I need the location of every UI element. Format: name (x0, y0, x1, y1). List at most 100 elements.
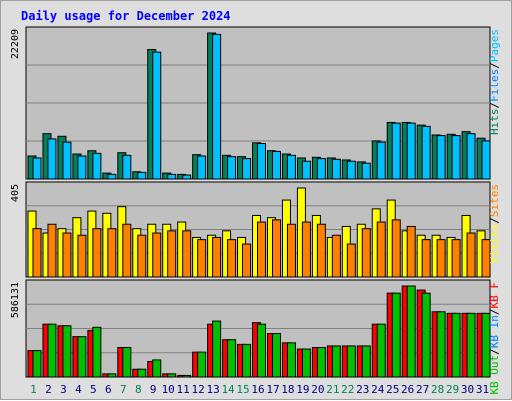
bar-pages-files-hits-pages-day-19 (301, 160, 311, 180)
bar-kbf-kbin-kbout-kb-out-day-3 (62, 325, 72, 378)
bar-visits-sites-sites-day-24 (376, 221, 386, 278)
bar-pages-files-hits-pages-day-16 (257, 143, 267, 180)
bar-kbf-kbin-kbout-kb-out-day-2 (47, 323, 57, 378)
legend-entry: / (488, 348, 501, 355)
bar-pages-files-hits-pages-day-10 (167, 173, 177, 180)
bar-visits-sites-sites-day-21 (331, 234, 341, 278)
bar-kbf-kbin-kbout-kb-out-day-6 (107, 373, 117, 378)
legend-entry: / (488, 62, 501, 69)
bar-visits-sites-sites-day-29 (451, 239, 461, 278)
bar-visits-sites-sites-day-16 (257, 221, 267, 278)
legend-entry: KB Out (488, 355, 501, 395)
bar-pages-files-hits-pages-day-2 (47, 138, 57, 180)
legend-entry: / (488, 217, 501, 224)
x-tick-label-day-1: 1 (30, 383, 37, 396)
bar-visits-sites-sites-day-6 (107, 228, 117, 278)
chart-title: Daily usage for December 2024 (21, 9, 231, 23)
bar-visits-sites-sites-day-2 (47, 223, 57, 278)
x-tick-label-day-21: 21 (326, 383, 339, 396)
x-tick-label-day-4: 4 (75, 383, 82, 396)
x-tick-label-day-14: 14 (221, 383, 235, 396)
bar-pages-files-hits-pages-day-20 (316, 158, 326, 180)
legend-visits-sites: Visits/Sites (488, 184, 501, 264)
bar-kbf-kbin-kbout-kb-out-day-16 (257, 323, 267, 378)
x-tick-label-day-5: 5 (90, 383, 97, 396)
x-tick-label-day-7: 7 (120, 383, 127, 396)
bar-pages-files-hits-pages-day-24 (376, 141, 386, 180)
bar-kbf-kbin-kbout-kb-out-day-15 (242, 343, 252, 378)
legend-pages-files-hits: Hits/Files/Pages (488, 29, 501, 135)
legend-entry: / (488, 102, 501, 109)
bar-visits-sites-sites-day-30 (466, 232, 476, 278)
x-tick-label-day-10: 10 (162, 383, 175, 396)
x-tick-label-day-30: 30 (461, 383, 474, 396)
x-tick-label-day-29: 29 (446, 383, 459, 396)
legend-entry: Visits (488, 224, 501, 264)
legend-entry: KB F (488, 282, 501, 309)
bar-kbf-kbin-kbout-kb-out-day-27 (421, 292, 431, 378)
bar-visits-sites-sites-day-4 (77, 234, 87, 278)
bar-kbf-kbin-kbout-kb-out-day-20 (316, 347, 326, 378)
x-tick-label-day-16: 16 (251, 383, 264, 396)
bar-visits-sites-sites-day-10 (167, 230, 177, 278)
bar-pages-files-hits-pages-day-15 (242, 158, 252, 180)
bar-visits-sites-sites-day-13 (212, 236, 222, 278)
bar-kbf-kbin-kbout-kb-out-day-13 (212, 320, 222, 378)
legend-entry: Hits (488, 109, 501, 136)
bar-visits-sites-sites-day-22 (346, 243, 356, 278)
bar-visits-sites-sites-day-26 (406, 225, 416, 278)
bar-pages-files-hits-pages-day-3 (62, 141, 72, 180)
bar-pages-files-hits-pages-day-14 (227, 156, 237, 180)
bar-pages-files-hits-pages-day-9 (152, 51, 162, 180)
bar-visits-sites-sites-day-11 (182, 230, 192, 278)
bar-pages-files-hits-pages-day-23 (361, 162, 371, 180)
x-tick-label-day-8: 8 (135, 383, 142, 396)
bar-kbf-kbin-kbout-kb-out-day-30 (466, 312, 476, 378)
bar-kbf-kbin-kbout-kb-out-day-21 (331, 345, 341, 378)
bar-visits-sites-sites-day-28 (436, 239, 446, 278)
bar-kbf-kbin-kbout-kb-out-day-10 (167, 373, 177, 378)
x-tick-label-day-31: 31 (476, 383, 489, 396)
bar-kbf-kbin-kbout-kb-out-day-7 (122, 347, 132, 378)
bar-kbf-kbin-kbout-kb-out-day-9 (152, 359, 162, 378)
bar-pages-files-hits-pages-day-30 (466, 133, 476, 180)
bar-pages-files-hits-pages-day-1 (32, 157, 42, 180)
x-tick-label-day-25: 25 (386, 383, 399, 396)
legend-entry: KB In (488, 315, 501, 348)
x-tick-label-day-13: 13 (206, 383, 219, 396)
bar-kbf-kbin-kbout-kb-out-day-17 (271, 333, 281, 378)
bar-kbf-kbin-kbout-kb-out-day-18 (286, 342, 296, 378)
x-tick-label-day-9: 9 (150, 383, 157, 396)
x-tick-label-day-22: 22 (341, 383, 354, 396)
bar-visits-sites-sites-day-25 (391, 219, 401, 278)
bar-kbf-kbin-kbout-kb-out-day-11 (182, 374, 192, 378)
x-tick-label-day-2: 2 (45, 383, 52, 396)
bar-pages-files-hits-pages-day-4 (77, 155, 87, 180)
bar-visits-sites-sites-day-8 (137, 234, 147, 278)
bar-visits-sites-sites-day-17 (271, 219, 281, 278)
bar-kbf-kbin-kbout-kb-out-day-22 (346, 345, 356, 378)
bar-pages-files-hits-pages-day-29 (451, 135, 461, 180)
x-tick-label-day-3: 3 (60, 383, 67, 396)
bar-pages-files-hits-pages-day-26 (406, 122, 416, 180)
x-tick-label-day-11: 11 (177, 383, 190, 396)
x-tick-label-day-18: 18 (281, 383, 294, 396)
bar-kbf-kbin-kbout-kb-out-day-4 (77, 336, 87, 378)
bar-kbf-kbin-kbout-kb-out-day-12 (197, 351, 207, 378)
bar-kbf-kbin-kbout-kb-out-day-23 (361, 345, 371, 378)
bar-kbf-kbin-kbout-kb-out-day-14 (227, 339, 237, 378)
bar-pages-files-hits-pages-day-31 (481, 140, 491, 180)
bar-kbf-kbin-kbout-kb-out-day-8 (137, 368, 147, 378)
bar-pages-files-hits-pages-day-18 (286, 154, 296, 180)
bar-pages-files-hits-pages-day-12 (197, 155, 207, 180)
legend-entry: Sites (488, 184, 501, 217)
bar-visits-sites-sites-day-27 (421, 239, 431, 278)
x-tick-label-day-12: 12 (192, 383, 205, 396)
bar-pages-files-hits-pages-day-11 (182, 174, 192, 180)
bar-pages-files-hits-pages-day-8 (137, 171, 147, 180)
bar-visits-sites-sites-day-1 (32, 228, 42, 278)
bar-visits-sites-sites-day-18 (286, 223, 296, 278)
bar-visits-sites-sites-day-31 (481, 239, 491, 278)
bar-kbf-kbin-kbout-kb-out-day-25 (391, 292, 401, 378)
